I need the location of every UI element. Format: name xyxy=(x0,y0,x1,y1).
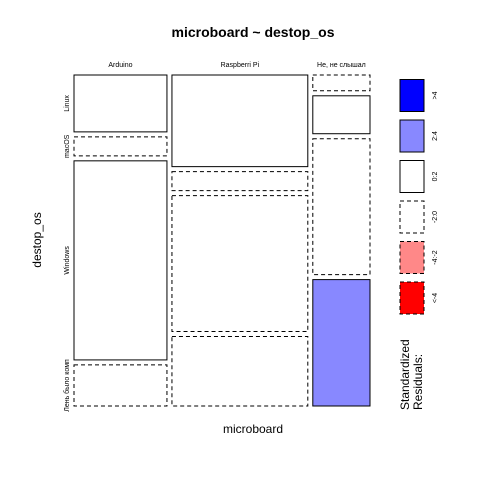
column-label: Raspberri Pi xyxy=(221,62,260,69)
residual-legend: <-4 -4:-2 -2:0 0:2 2:4 >4 xyxy=(399,79,439,315)
legend-label: -4:-2 xyxy=(432,250,439,265)
legend-title-line2: Residuals: xyxy=(411,354,425,410)
column-label: Arduino xyxy=(108,62,132,69)
row-label: macOS xyxy=(64,134,71,158)
legend-swatch xyxy=(399,119,425,153)
legend-label: -2:0 xyxy=(432,211,439,223)
chart-title: microboard ~ destop_os xyxy=(172,24,335,40)
mosaic-cell xyxy=(312,138,371,276)
x-axis-title: microboard xyxy=(223,422,283,436)
legend-swatch xyxy=(399,281,425,315)
row-label: Лень было комп xyxy=(63,359,71,412)
legend-title-line1: Standardized xyxy=(398,339,412,410)
column-label: Не, не слышал xyxy=(317,62,366,69)
mosaic-cell xyxy=(73,136,168,157)
row-label: Windows xyxy=(64,246,71,275)
row-label: Linux xyxy=(64,95,71,112)
legend-label: 2:4 xyxy=(432,131,439,141)
legend-label: >4 xyxy=(432,91,439,99)
y-axis-title: destop_os xyxy=(30,212,44,267)
legend-label: 0:2 xyxy=(432,172,439,182)
mosaic-cell xyxy=(171,195,309,332)
mosaic-cell xyxy=(73,160,168,361)
legend-swatch xyxy=(399,79,425,112)
mosaic-cell xyxy=(312,279,371,407)
mosaic-cell xyxy=(312,74,371,92)
legend-swatch xyxy=(399,200,425,234)
row-labels: Linux macOS Windows Лень было комп xyxy=(63,95,71,412)
column-labels: Arduino Raspberri Pi Не, не слышал xyxy=(108,62,365,69)
legend-swatch xyxy=(399,241,425,274)
legend-swatch xyxy=(399,160,425,193)
mosaic-cells xyxy=(73,74,371,407)
mosaic-cell xyxy=(73,364,168,407)
mosaic-cell xyxy=(171,74,309,168)
mosaic-cell xyxy=(73,74,168,133)
legend-label: <-4 xyxy=(432,293,439,303)
mosaic-cell xyxy=(171,335,309,407)
mosaic-cell xyxy=(171,171,309,192)
mosaic-cell xyxy=(312,95,371,135)
